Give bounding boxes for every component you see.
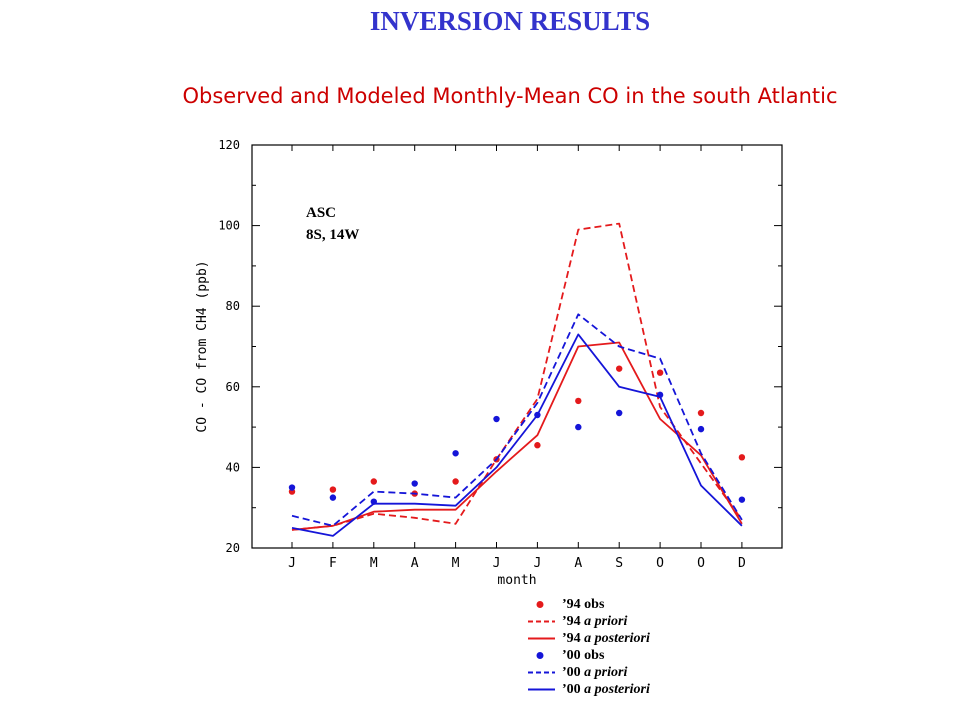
- legend-symbol: [528, 671, 555, 674]
- x-tick-label: M: [370, 556, 378, 571]
- x-tick-label: A: [411, 556, 419, 571]
- series-line-00-a-priori: [291, 313, 743, 527]
- data-point-00-obs: [738, 496, 746, 503]
- legend-label: ’94 a priori: [562, 614, 628, 629]
- data-point-94-obs: [697, 409, 705, 417]
- data-point-94-obs: [329, 486, 337, 493]
- x-tick-label: S: [615, 556, 623, 571]
- legend-label: ’00 a priori: [562, 665, 628, 680]
- legend-label: ’94 a posteriori: [562, 631, 650, 646]
- legend-label: ’00 obs: [562, 648, 605, 663]
- y-tick-label: 40: [226, 460, 240, 474]
- data-point-94-obs: [656, 369, 664, 376]
- data-point-00-obs: [493, 415, 500, 423]
- data-point-94-obs: [616, 365, 623, 372]
- x-tick-label: M: [452, 556, 460, 571]
- data-point-94-obs: [738, 454, 746, 461]
- y-axis-label: CO - CO from CH4 (ppb): [195, 260, 210, 432]
- y-tick-label: 20: [226, 541, 240, 555]
- legend-item-00-obs: ’00 obs: [528, 647, 728, 664]
- legend-symbol: [528, 620, 555, 623]
- page-title: INVERSION RESULTS: [369, 6, 651, 36]
- series-line-94-a-posteriori: [291, 341, 743, 531]
- x-tick-label: J: [533, 556, 541, 571]
- station-name: ASC: [306, 205, 336, 221]
- x-tick-label: D: [738, 556, 746, 571]
- data-point-00-obs: [697, 425, 705, 433]
- data-point-00-obs: [616, 409, 623, 417]
- legend-symbol: [536, 601, 544, 608]
- chart-legend: ’94 obs ’94 a priori ’94 a posteriori ’00 o…: [528, 596, 728, 698]
- x-tick-label: F: [329, 556, 337, 571]
- legend-item-00-a-priori: ’00 a priori: [528, 664, 728, 681]
- y-tick-label: 100: [218, 219, 240, 233]
- y-tick-label: 60: [226, 380, 240, 394]
- x-tick-label: J: [288, 556, 296, 571]
- legend-item-94-a-priori: ’94 a priori: [528, 613, 728, 630]
- data-point-94-obs: [534, 442, 541, 449]
- chart-subtitle: Observed and Modeled Monthly-Mean CO in …: [182, 84, 838, 108]
- legend-label: ’00 a posteriori: [562, 682, 650, 697]
- data-point-94-obs: [575, 397, 582, 405]
- x-tick-label: J: [493, 556, 501, 571]
- x-tick-label: O: [697, 556, 705, 571]
- x-tick-label: A: [574, 556, 582, 571]
- station-coordinates: 8S, 14W: [306, 227, 359, 243]
- data-point-94-obs: [370, 478, 377, 485]
- legend-symbol: [536, 652, 544, 659]
- legend-symbol: [528, 688, 555, 691]
- y-tick-label: 80: [226, 299, 240, 313]
- series-line-94-a-priori: [291, 222, 743, 531]
- series-line-00-a-posteriori: [291, 333, 743, 537]
- data-point-94-obs: [452, 478, 459, 485]
- legend-label: ’94 obs: [562, 597, 605, 612]
- data-point-00-obs: [575, 423, 582, 431]
- legend-item-94-obs: ’94 obs: [528, 596, 728, 613]
- legend-item-00-a-posteriori: ’00 a posteriori: [528, 681, 728, 698]
- data-point-00-obs: [288, 484, 296, 491]
- x-axis-label: month: [497, 573, 536, 588]
- data-point-00-obs: [452, 450, 459, 457]
- x-tick-label: O: [656, 556, 664, 571]
- data-point-00-obs: [411, 480, 418, 487]
- data-point-00-obs: [329, 494, 337, 501]
- y-tick-label: 120: [218, 138, 240, 152]
- legend-item-94-a-posteriori: ’94 a posteriori: [528, 630, 728, 647]
- legend-symbol: [528, 637, 555, 640]
